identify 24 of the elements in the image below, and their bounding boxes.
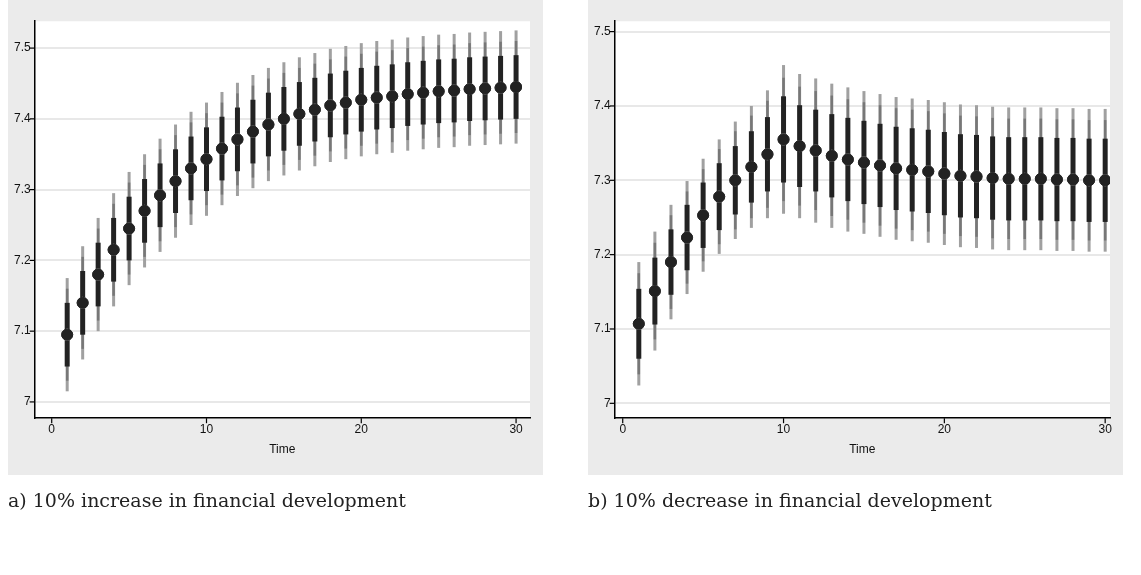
x-tick-label: 10	[776, 421, 791, 436]
x-tick-label: 0	[619, 421, 627, 436]
x-tick-label: 20	[354, 421, 369, 436]
y-tick-label: 7.5	[13, 40, 31, 55]
x-axis-title: Time	[269, 442, 296, 457]
y-tick-label: 7	[23, 394, 31, 409]
x-tick-label: 20	[937, 421, 952, 436]
y-tick-label: 7.5	[593, 23, 611, 38]
x-axis-title: Time	[849, 442, 876, 457]
y-tick-label: 7.4	[593, 98, 611, 113]
x-tick-label: 10	[199, 421, 214, 436]
text: b) 10% decrease in financial development	[588, 489, 993, 511]
y-tick-label: 7.1	[13, 323, 31, 338]
text: a) 10% increase in financial development	[8, 489, 407, 511]
x-tick-label: 0	[48, 421, 56, 436]
y-tick-label: 7	[603, 395, 611, 410]
x-tick-label: 30	[1098, 421, 1113, 436]
x-tick-label: 30	[509, 421, 524, 436]
y-tick-label: 7.2	[13, 252, 31, 267]
y-tick-label: 7.4	[13, 111, 31, 126]
y-tick-label: 7.1	[593, 321, 611, 336]
y-tick-label: 7.3	[13, 181, 31, 196]
y-tick-label: 7.3	[593, 172, 611, 187]
y-tick-label: 7.2	[593, 246, 611, 261]
